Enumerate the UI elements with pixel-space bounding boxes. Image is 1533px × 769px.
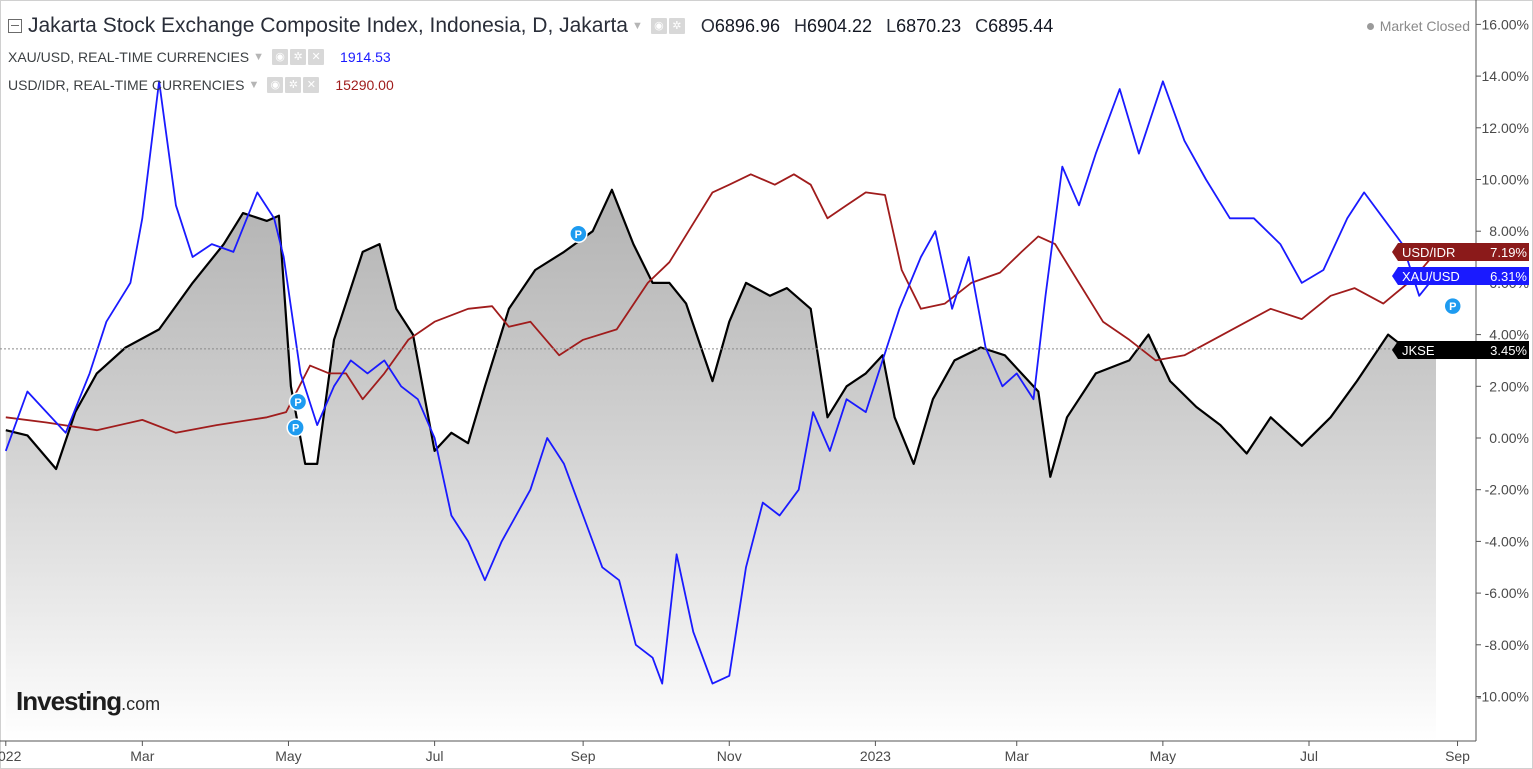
eye-icon[interactable]: ◉ bbox=[272, 49, 289, 65]
y-tick-label: 8.00% bbox=[1489, 223, 1529, 239]
close-value: 6895.44 bbox=[988, 15, 1054, 36]
annotation-label: P bbox=[294, 397, 301, 409]
low-value: 6870.23 bbox=[896, 15, 962, 36]
last-value-label-usd-idr: USD/IDR 7.19% bbox=[1392, 243, 1529, 261]
annotation-marker: P bbox=[288, 392, 308, 412]
annotation-marker: P bbox=[569, 224, 588, 244]
overlay-value: 1914.53 bbox=[340, 49, 391, 65]
x-tick-label: Sep bbox=[1445, 748, 1470, 764]
gear-icon[interactable]: ✲ bbox=[290, 49, 307, 65]
chevron-down-icon[interactable]: ▼ bbox=[253, 51, 265, 63]
overlay-value: 15290.00 bbox=[335, 77, 394, 93]
y-tick-label: -10.00% bbox=[1477, 689, 1529, 705]
last-value-number: 3.45% bbox=[1490, 343, 1527, 358]
close-icon[interactable]: ✕ bbox=[303, 77, 320, 93]
last-value-series-name: XAU/USD bbox=[1402, 269, 1460, 284]
annotation-marker: P bbox=[286, 418, 305, 437]
y-tick-label: -8.00% bbox=[1485, 637, 1529, 653]
overlay-header-usdidr: USD/IDR, REAL-TIME CURRENCIES ▼ ◉ ✲ ✕ 15… bbox=[8, 77, 394, 93]
annotation-label: P bbox=[575, 229, 582, 241]
open-value: 6896.96 bbox=[714, 15, 780, 36]
high-key: H bbox=[793, 15, 807, 36]
last-value-series-name: JKSE bbox=[1402, 343, 1435, 358]
eye-icon[interactable]: ◉ bbox=[650, 18, 667, 34]
x-tick-label: 2023 bbox=[860, 748, 891, 764]
market-status: Market Closed bbox=[1366, 18, 1470, 34]
last-value-label-xau-usd: XAU/USD 6.31% bbox=[1392, 267, 1529, 285]
investing-logo: Investing.com bbox=[16, 686, 161, 716]
chart-title: Jakarta Stock Exchange Composite Index, … bbox=[28, 14, 628, 37]
y-tick-label: 0.00% bbox=[1489, 430, 1529, 446]
x-tick-label: 2022 bbox=[0, 748, 22, 764]
x-tick-label: May bbox=[1150, 748, 1176, 764]
last-value-number: 6.31% bbox=[1490, 269, 1527, 284]
y-tick-label: -2.00% bbox=[1485, 482, 1529, 498]
main-series-header: Jakarta Stock Exchange Composite Index, … bbox=[8, 14, 1053, 38]
overlay-name: XAU/USD, REAL-TIME CURRENCIES bbox=[8, 49, 250, 65]
x-tick-label: Jul bbox=[426, 748, 444, 764]
x-tick-label: May bbox=[275, 748, 301, 764]
close-key: C bbox=[975, 15, 989, 36]
gear-icon[interactable]: ✲ bbox=[668, 18, 685, 34]
annotation-label: P bbox=[1449, 301, 1456, 313]
status-dot-icon bbox=[1366, 22, 1374, 30]
collapse-icon[interactable] bbox=[8, 19, 22, 33]
low-key: L bbox=[886, 15, 897, 36]
gear-icon[interactable]: ✲ bbox=[285, 77, 302, 93]
eye-icon[interactable]: ◉ bbox=[267, 77, 284, 93]
last-value-label-jkse: JKSE 3.45% bbox=[1392, 341, 1529, 359]
close-icon[interactable]: ✕ bbox=[308, 49, 325, 65]
x-tick-label: Jul bbox=[1300, 748, 1318, 764]
y-tick-label: 14.00% bbox=[1482, 68, 1529, 84]
series-area-jkse bbox=[5, 189, 1436, 742]
y-tick-label: 2.00% bbox=[1489, 378, 1529, 394]
open-key: O bbox=[700, 15, 715, 36]
x-tick-label: Nov bbox=[717, 748, 742, 764]
series-line-usd-idr bbox=[5, 173, 1437, 434]
high-value: 6904.22 bbox=[806, 15, 873, 36]
overlay-header-xauusd: XAU/USD, REAL-TIME CURRENCIES ▼ ◉ ✲ ✕ 19… bbox=[8, 49, 391, 65]
y-tick-label: -6.00% bbox=[1485, 585, 1529, 601]
x-tick-label: Mar bbox=[1005, 748, 1029, 764]
annotation-marker: P bbox=[1443, 296, 1462, 316]
overlay-name: USD/IDR, REAL-TIME CURRENCIES bbox=[8, 77, 245, 93]
y-tick-label: 4.00% bbox=[1489, 327, 1529, 343]
chevron-down-icon[interactable]: ▼ bbox=[248, 79, 260, 91]
chevron-down-icon[interactable]: ▼ bbox=[632, 20, 643, 32]
x-tick-label: Sep bbox=[571, 748, 596, 764]
x-tick-label: Mar bbox=[130, 748, 154, 764]
last-value-number: 7.19% bbox=[1490, 245, 1527, 260]
y-tick-label: 10.00% bbox=[1482, 172, 1529, 188]
y-tick-label: 16.00% bbox=[1482, 16, 1529, 32]
series-line-xau-usd bbox=[4, 80, 1437, 685]
last-value-series-name: USD/IDR bbox=[1402, 245, 1455, 260]
y-tick-label: 12.00% bbox=[1482, 120, 1529, 136]
market-status-label: Market Closed bbox=[1379, 18, 1470, 34]
annotation-label: P bbox=[292, 423, 299, 435]
y-tick-label: -4.00% bbox=[1485, 533, 1529, 549]
